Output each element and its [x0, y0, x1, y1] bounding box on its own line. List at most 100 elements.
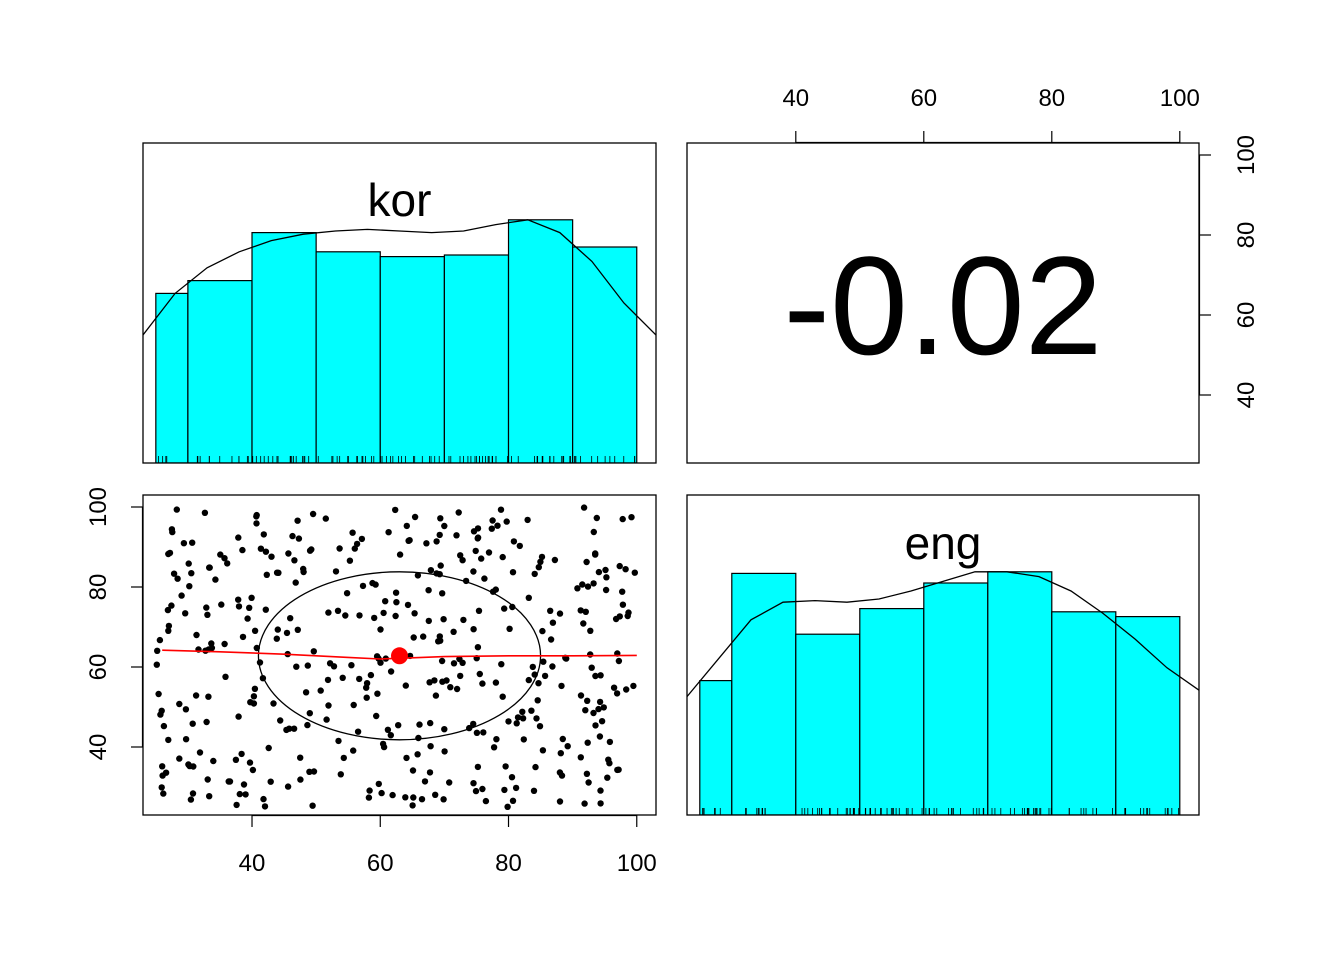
scatter-point — [369, 579, 376, 587]
scatter-point — [277, 717, 284, 724]
scatter-point — [524, 516, 531, 524]
scatter-point — [395, 722, 402, 729]
scatter-point — [622, 566, 629, 573]
scatter-point — [597, 787, 604, 794]
scatter-point — [382, 598, 389, 605]
scatter-point — [322, 515, 329, 522]
scatter-point — [600, 704, 607, 711]
scatter-point — [509, 603, 516, 611]
scatter-point — [587, 627, 594, 634]
bottom-axis-tick-label: 100 — [617, 850, 657, 877]
scatter-point — [614, 766, 621, 774]
scatter-point — [416, 721, 423, 728]
scatter-point — [246, 604, 253, 611]
scatter-point — [480, 729, 487, 736]
scatter-point — [470, 720, 477, 728]
scatter-point — [583, 770, 591, 777]
scatter-point — [158, 784, 165, 791]
scatter-point — [459, 557, 466, 564]
scatter-point — [590, 709, 597, 717]
bottom-axis-tick-label: 80 — [495, 850, 522, 877]
scatter-point — [443, 677, 450, 684]
scatter-point — [606, 738, 614, 746]
scatter-point — [426, 769, 434, 776]
scatter-point — [436, 531, 443, 539]
scatter-point — [512, 784, 520, 792]
scatter-point — [410, 794, 417, 801]
scatter-point — [493, 736, 500, 743]
scatter-point — [260, 531, 267, 538]
scatter-panel — [153, 504, 638, 810]
scatter-point — [206, 564, 213, 571]
scatter-point — [411, 513, 419, 521]
scatter-point — [233, 801, 240, 809]
scatter-point — [490, 744, 498, 751]
left-y-axis: 40 60 80 100 — [85, 487, 144, 760]
scatter-point — [239, 546, 246, 554]
scatter-point — [253, 520, 260, 527]
scatter-point — [531, 570, 538, 578]
scatter-point — [437, 515, 444, 522]
scatter-point — [590, 580, 597, 587]
scatter-point — [441, 726, 448, 733]
kor-bar-2 — [187, 280, 253, 463]
scatter-point — [631, 569, 638, 576]
scatter-point — [292, 579, 299, 586]
scatter-point — [584, 697, 591, 704]
scatter-point — [290, 725, 298, 732]
scatter-point — [354, 728, 362, 735]
scatter-point — [306, 768, 313, 775]
eng-diagonal-panel — [687, 571, 1199, 815]
bottom-x-axis: 40 60 80 100 — [239, 814, 657, 877]
scatter-point — [377, 626, 384, 633]
scatter-point — [206, 793, 213, 800]
scatter-point — [514, 714, 522, 721]
scatter-point — [596, 733, 604, 740]
scatter-point — [432, 791, 439, 798]
scatter-point — [173, 506, 180, 513]
scatter-point — [212, 576, 219, 583]
kor-bar-5 — [379, 256, 445, 463]
scatter-point — [580, 504, 588, 511]
scatter-point — [406, 537, 413, 544]
scatter-point — [450, 628, 457, 635]
scatter-point — [180, 540, 188, 547]
scatter-point — [431, 677, 438, 684]
scatter-point — [196, 749, 204, 756]
scatter-point — [425, 617, 432, 625]
scatter-point — [235, 713, 242, 720]
scatter-point — [580, 620, 587, 627]
kor-bar-7 — [507, 219, 574, 463]
scatter-point — [425, 587, 432, 594]
scatter-point — [325, 609, 332, 616]
scatter-point — [358, 535, 366, 543]
scatter-point — [588, 664, 595, 671]
scatter-point — [153, 661, 160, 668]
scatter-point — [506, 625, 513, 632]
scatter-point — [537, 558, 544, 565]
scatter-point — [165, 627, 172, 634]
scatter-point — [630, 682, 637, 690]
scatter-point — [457, 672, 464, 680]
scatter-point — [534, 697, 541, 704]
scatter-point — [556, 610, 564, 617]
scatter-point — [158, 707, 165, 714]
scatter-point — [423, 540, 430, 547]
scatter-point — [283, 629, 291, 637]
scatter-point — [616, 562, 623, 570]
scatter-point — [532, 763, 539, 771]
scatter-point — [437, 637, 444, 644]
scatter-point — [402, 794, 409, 801]
scatter-point — [475, 607, 483, 614]
scatter-point — [441, 748, 448, 755]
scatter-point — [380, 609, 387, 617]
scatter-point — [160, 790, 167, 797]
scatter-point — [250, 693, 258, 700]
scatter-point — [460, 616, 467, 624]
scatter-point — [249, 766, 257, 774]
scatter-point — [604, 774, 611, 781]
scatter-point — [499, 693, 506, 700]
scatter-point — [174, 575, 181, 582]
scatter-point — [577, 607, 584, 614]
right-axis-tick-label: 80 — [1233, 222, 1260, 249]
